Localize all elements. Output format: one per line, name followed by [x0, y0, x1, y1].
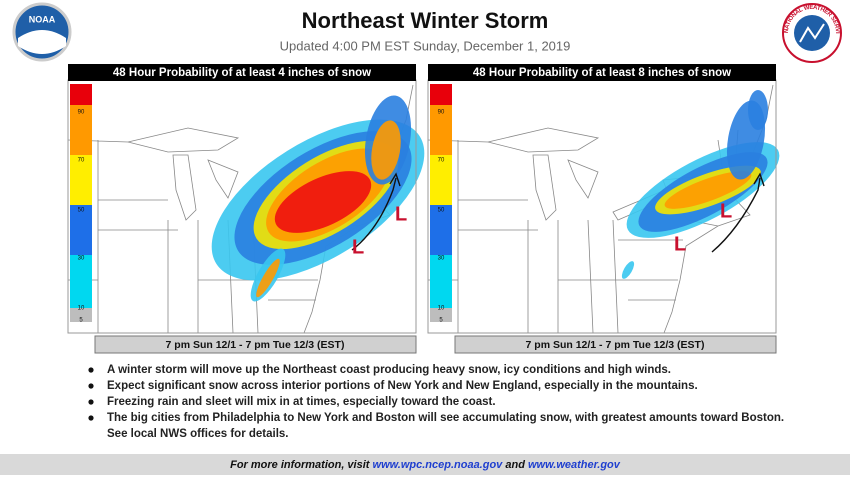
- title: Northeast Winter Storm: [302, 8, 549, 33]
- snow-probability-area: [371, 120, 401, 180]
- period-label: 7 pm Sun 12/1 - 7 pm Tue 12/3 (EST): [526, 339, 705, 351]
- low-pressure-label: L: [720, 200, 732, 222]
- storm-track-arrow: [753, 172, 765, 187]
- storm-track: [351, 177, 397, 251]
- snow-probability-area: [621, 261, 635, 279]
- bullets: A winter storm will move up the Northeas…: [88, 364, 787, 440]
- lake: [487, 127, 704, 221]
- bullet-dot: [88, 383, 94, 389]
- legend-color: [70, 308, 92, 322]
- period-label: 7 pm Sun 12/1 - 7 pm Tue 12/3 (EST): [166, 339, 345, 351]
- legend-color: [70, 255, 92, 308]
- bullet-text: The big cities from Philadelphia to New …: [107, 412, 787, 440]
- footer-text: For more information, visit www.wpc.ncep…: [230, 459, 621, 471]
- lake: [127, 127, 344, 221]
- legend-color: [70, 155, 92, 205]
- legend-color: [430, 255, 452, 308]
- period-bar: [94, 335, 417, 354]
- legend-label: 30: [78, 256, 85, 262]
- panel-header: [428, 64, 776, 81]
- legend-label: 5: [79, 318, 83, 324]
- snow-probability-area: [274, 171, 372, 233]
- bullet-text: Freezing rain and sleet will mix in at t…: [107, 396, 496, 408]
- bullet-dot: [88, 399, 94, 405]
- legend-label: 50: [78, 208, 85, 214]
- bullet-dot: [88, 367, 94, 373]
- map-panel: L L 90 70 50 30 10 5: [427, 79, 780, 334]
- snow-probability-area: [256, 258, 280, 298]
- low-pressure-label: L: [674, 233, 686, 255]
- legend-label: 10: [438, 306, 445, 312]
- legend-color: [430, 205, 452, 255]
- low-pressure-label: L: [395, 203, 407, 225]
- subtitle: Updated 4:00 PM EST Sunday, December 1, …: [280, 38, 571, 53]
- footer-link[interactable]: www.weather.gov: [528, 459, 621, 471]
- noaa-logo-text: NOAA: [29, 14, 56, 24]
- bullet-text: A winter storm will move up the Northeas…: [107, 364, 671, 376]
- legend-color: [70, 105, 92, 155]
- legend-color: [430, 105, 452, 155]
- bullet-line: See local NWS offices for details.: [107, 428, 289, 440]
- bullet-text: Expect significant snow across interior …: [107, 380, 698, 392]
- bullet-dot: [88, 415, 94, 421]
- legend-color: [70, 205, 92, 255]
- snow-probability-area: [664, 171, 752, 209]
- legend-label: 30: [438, 256, 445, 262]
- snow-probability-area: [748, 90, 768, 130]
- legend-color: [430, 308, 452, 322]
- legend-label: 70: [78, 158, 85, 164]
- footer-link[interactable]: www.wpc.ncep.noaa.gov: [373, 459, 504, 471]
- footer-prefix: For more information, visit: [230, 459, 371, 471]
- low-pressure-label: L: [352, 236, 364, 258]
- noaa-logo-wave: [18, 30, 66, 54]
- legend-label: 90: [78, 110, 85, 116]
- storm-track: [711, 177, 761, 253]
- legend-color: [430, 84, 452, 105]
- map-panel: L L 90 70 50 30 10 5: [67, 79, 425, 334]
- nws-logo-mark: [799, 23, 825, 43]
- legend-color: [430, 155, 452, 205]
- period-bar: [454, 335, 777, 354]
- legend-label: 10: [78, 306, 85, 312]
- panel-header: [68, 64, 416, 81]
- footer-conj: and: [505, 459, 525, 471]
- bullet-line: The big cities from Philadelphia to New …: [107, 412, 787, 424]
- legend-label: 90: [438, 110, 445, 116]
- panel-title: 48 Hour Probability of at least 4 inches…: [113, 67, 371, 79]
- storm-track-arrow: [389, 172, 401, 187]
- footer-bar: [0, 454, 850, 475]
- legend-label: 5: [439, 318, 443, 324]
- legend-color: [70, 84, 92, 105]
- panel-title: 48 Hour Probability of at least 8 inches…: [473, 67, 731, 79]
- legend-label: 50: [438, 208, 445, 214]
- legend-label: 70: [438, 158, 445, 164]
